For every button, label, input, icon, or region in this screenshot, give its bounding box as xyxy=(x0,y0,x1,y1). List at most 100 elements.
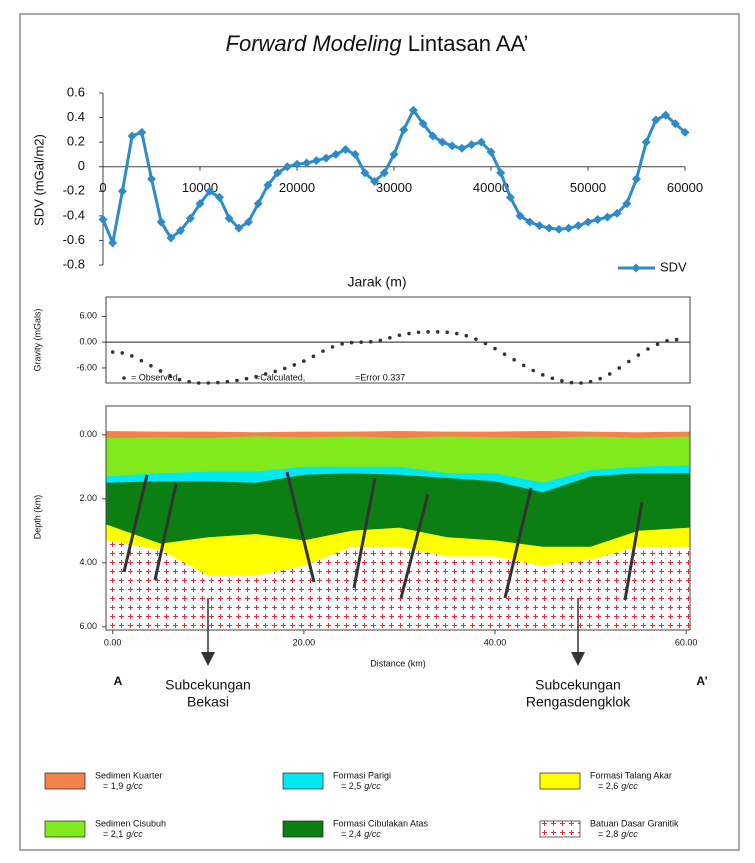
point xyxy=(111,350,115,354)
y-tick-label: -0.8 xyxy=(63,256,85,271)
point xyxy=(312,355,316,359)
point xyxy=(531,369,535,373)
point xyxy=(379,339,383,343)
point xyxy=(646,347,650,351)
point xyxy=(474,337,478,341)
y-tick-label: -6.00 xyxy=(76,362,97,372)
density-unit: g/cc xyxy=(621,781,638,791)
y-axis-label: SDV (mGal/m2) xyxy=(31,134,46,226)
point xyxy=(264,372,268,376)
density-unit: g/cc xyxy=(364,781,381,791)
legend-label: =Error 0.337 xyxy=(355,372,405,382)
legend-swatch xyxy=(45,773,85,789)
legend-density: = 2,6g/cc xyxy=(598,781,638,791)
legend-label: Sedimen Cisubuh xyxy=(95,818,166,828)
annotation: Subcekungan xyxy=(535,677,621,693)
point xyxy=(178,378,182,382)
y-tick-label: 2.00 xyxy=(79,493,97,503)
point xyxy=(503,352,507,356)
legend-label: Sedimen Kuarter xyxy=(95,770,163,780)
point xyxy=(216,381,220,385)
point xyxy=(159,369,163,373)
point xyxy=(589,380,593,384)
point xyxy=(551,376,555,380)
point xyxy=(627,360,631,364)
figure: Forward Modeling Lintasan AA’ Jarak (m) … xyxy=(0,0,755,863)
x-tick-label: 0 xyxy=(99,180,106,195)
point xyxy=(187,380,191,384)
x-tick-label: 60.00 xyxy=(675,637,698,647)
point xyxy=(656,343,660,347)
annotation: A xyxy=(114,674,123,688)
density-unit: g/cc xyxy=(126,781,143,791)
y-tick-label: 0.00 xyxy=(79,337,97,347)
point xyxy=(321,349,325,353)
y-tick-label: 6.00 xyxy=(79,621,97,631)
point xyxy=(455,332,459,336)
x-tick-label: 50000 xyxy=(570,180,606,195)
x-axis-label: Distance (km) xyxy=(370,658,426,668)
density-unit: g/cc xyxy=(126,829,143,839)
point xyxy=(407,332,411,336)
point xyxy=(493,347,497,351)
density-unit: g/cc xyxy=(621,829,638,839)
point xyxy=(245,377,249,381)
y-tick-label: 0.00 xyxy=(79,429,97,439)
point xyxy=(445,330,449,334)
point xyxy=(369,340,373,344)
x-tick-label: 0.00 xyxy=(104,637,122,647)
point xyxy=(617,366,621,370)
point xyxy=(608,372,612,376)
legend-marker xyxy=(122,376,126,380)
y-tick-label: 0.2 xyxy=(67,134,85,149)
y-tick-label: 0 xyxy=(78,158,85,173)
point xyxy=(665,339,669,343)
density-value: = 2,4 xyxy=(341,829,361,839)
annotation: A’ xyxy=(696,674,707,688)
point xyxy=(579,381,583,385)
point xyxy=(273,370,277,374)
annotation: Subcekungan xyxy=(165,677,251,693)
point xyxy=(388,336,392,340)
point xyxy=(206,381,210,385)
point xyxy=(398,333,402,337)
annotation: Rengasdengklok xyxy=(526,694,631,710)
point xyxy=(254,375,258,379)
point xyxy=(675,338,679,342)
y-axis-label: Depth (km) xyxy=(32,495,42,540)
legend-label: = Observed, xyxy=(131,372,180,382)
x-tick-label: 20000 xyxy=(279,180,315,195)
point xyxy=(522,364,526,368)
chart-title: Forward Modeling Lintasan AA’ xyxy=(226,31,529,56)
point xyxy=(484,342,488,346)
legend-label: Batuan Dasar Granitik xyxy=(590,818,679,828)
legend-swatch xyxy=(540,773,580,789)
annotation: Bekasi xyxy=(187,694,229,710)
y-tick-label: -0.6 xyxy=(63,232,85,247)
point xyxy=(436,330,440,334)
y-tick-label: 6.00 xyxy=(79,311,97,321)
point xyxy=(598,377,602,381)
legend-label: =Calculated, xyxy=(255,372,305,382)
legend-density: = 2,8g/cc xyxy=(598,829,638,839)
density-value: = 2,6 xyxy=(598,781,618,791)
point xyxy=(541,373,545,377)
point xyxy=(417,330,421,334)
point xyxy=(465,334,469,338)
y-axis-label: Gravity (mGals) xyxy=(32,308,42,371)
y-tick-label: 4.00 xyxy=(79,557,97,567)
point xyxy=(302,359,306,363)
point xyxy=(637,353,641,357)
legend-swatch xyxy=(283,821,323,837)
legend-swatch xyxy=(283,773,323,789)
x-tick-label: 60000 xyxy=(667,180,703,195)
x-tick-label: 20.00 xyxy=(293,637,316,647)
density-value: = 1,9 xyxy=(103,781,123,791)
legend-label: Formasi Cibulakan Atas xyxy=(333,818,429,828)
point xyxy=(512,358,516,362)
point xyxy=(140,359,144,363)
point xyxy=(226,380,230,384)
